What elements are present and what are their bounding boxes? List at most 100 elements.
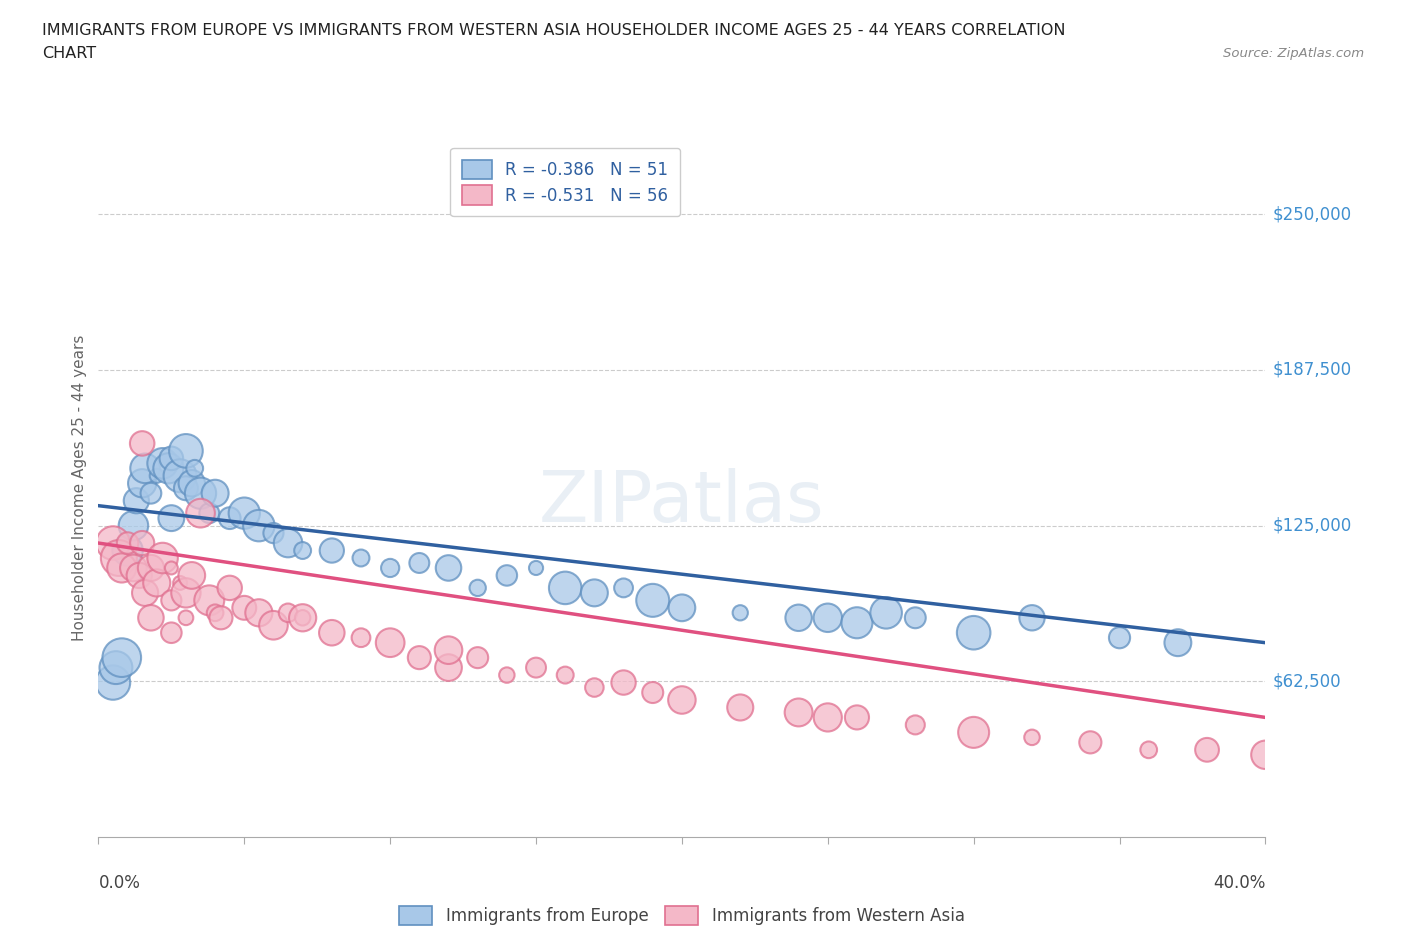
Point bbox=[108, 551, 131, 565]
Point bbox=[277, 605, 299, 620]
Point bbox=[817, 710, 839, 724]
Point bbox=[378, 561, 402, 576]
Point bbox=[111, 650, 134, 665]
Point bbox=[111, 561, 134, 576]
Point bbox=[583, 680, 606, 695]
Point bbox=[157, 461, 180, 476]
Point bbox=[1195, 742, 1218, 757]
Point bbox=[554, 580, 576, 595]
Point bbox=[122, 561, 145, 576]
Point bbox=[437, 561, 460, 576]
Point bbox=[160, 451, 183, 466]
Point bbox=[104, 660, 127, 675]
Point bbox=[190, 506, 212, 521]
Point bbox=[554, 668, 576, 683]
Text: 0.0%: 0.0% bbox=[98, 874, 141, 892]
Point bbox=[128, 568, 150, 583]
Point bbox=[291, 543, 314, 558]
Point bbox=[247, 518, 270, 533]
Point bbox=[183, 461, 205, 476]
Point bbox=[146, 469, 169, 484]
Text: $187,500: $187,500 bbox=[1272, 361, 1351, 379]
Point bbox=[204, 605, 226, 620]
Text: $62,500: $62,500 bbox=[1272, 672, 1341, 690]
Point bbox=[209, 610, 232, 625]
Point bbox=[131, 536, 153, 551]
Point bbox=[641, 685, 664, 700]
Point bbox=[437, 643, 460, 658]
Point bbox=[160, 511, 183, 525]
Point bbox=[180, 476, 202, 491]
Point bbox=[612, 675, 634, 690]
Point bbox=[117, 543, 139, 558]
Point bbox=[524, 660, 547, 675]
Point bbox=[139, 485, 162, 500]
Text: IMMIGRANTS FROM EUROPE VS IMMIGRANTS FROM WESTERN ASIA HOUSEHOLDER INCOME AGES 2: IMMIGRANTS FROM EUROPE VS IMMIGRANTS FRO… bbox=[42, 23, 1066, 38]
Point bbox=[845, 616, 868, 631]
Point bbox=[962, 725, 984, 740]
Point bbox=[728, 605, 751, 620]
Point bbox=[134, 586, 156, 601]
Point bbox=[845, 710, 868, 724]
Point bbox=[131, 436, 153, 451]
Point bbox=[160, 625, 183, 640]
Text: Source: ZipAtlas.com: Source: ZipAtlas.com bbox=[1223, 46, 1364, 60]
Point bbox=[495, 568, 517, 583]
Point bbox=[146, 576, 169, 591]
Point bbox=[204, 485, 226, 500]
Point bbox=[1021, 610, 1043, 625]
Point bbox=[101, 675, 124, 690]
Point bbox=[962, 625, 984, 640]
Point bbox=[641, 593, 664, 608]
Point bbox=[1254, 748, 1277, 763]
Point bbox=[728, 700, 751, 715]
Text: ZIPatlas: ZIPatlas bbox=[538, 468, 825, 537]
Point bbox=[875, 605, 897, 620]
Text: $125,000: $125,000 bbox=[1272, 517, 1351, 535]
Point bbox=[378, 635, 402, 650]
Point bbox=[169, 576, 191, 591]
Point bbox=[1080, 735, 1102, 750]
Point bbox=[291, 610, 314, 625]
Point bbox=[174, 586, 197, 601]
Point bbox=[174, 481, 197, 496]
Point bbox=[787, 705, 810, 720]
Point bbox=[218, 511, 240, 525]
Point bbox=[139, 610, 162, 625]
Point bbox=[262, 618, 284, 632]
Point bbox=[198, 506, 221, 521]
Point bbox=[787, 610, 810, 625]
Point bbox=[904, 610, 927, 625]
Point bbox=[218, 580, 240, 595]
Point bbox=[408, 555, 430, 570]
Text: $250,000: $250,000 bbox=[1272, 206, 1351, 223]
Point bbox=[904, 717, 927, 732]
Point bbox=[160, 561, 183, 576]
Point bbox=[117, 536, 139, 551]
Point bbox=[467, 650, 489, 665]
Point bbox=[174, 610, 197, 625]
Point bbox=[817, 610, 839, 625]
Point bbox=[1021, 730, 1043, 745]
Point bbox=[169, 469, 191, 484]
Point bbox=[321, 625, 343, 640]
Point bbox=[1167, 635, 1189, 650]
Point bbox=[198, 593, 221, 608]
Point bbox=[524, 561, 547, 576]
Point bbox=[247, 605, 270, 620]
Point bbox=[122, 518, 145, 533]
Point bbox=[180, 568, 202, 583]
Point bbox=[408, 650, 430, 665]
Point bbox=[437, 660, 460, 675]
Point bbox=[174, 444, 197, 458]
Point bbox=[1108, 631, 1130, 645]
Legend: Immigrants from Europe, Immigrants from Western Asia: Immigrants from Europe, Immigrants from … bbox=[391, 897, 973, 930]
Point bbox=[134, 461, 156, 476]
Point bbox=[125, 493, 148, 508]
Point bbox=[160, 593, 183, 608]
Point bbox=[350, 551, 373, 565]
Point bbox=[467, 580, 489, 595]
Point bbox=[1137, 742, 1160, 757]
Point bbox=[233, 601, 256, 616]
Point bbox=[152, 551, 174, 565]
